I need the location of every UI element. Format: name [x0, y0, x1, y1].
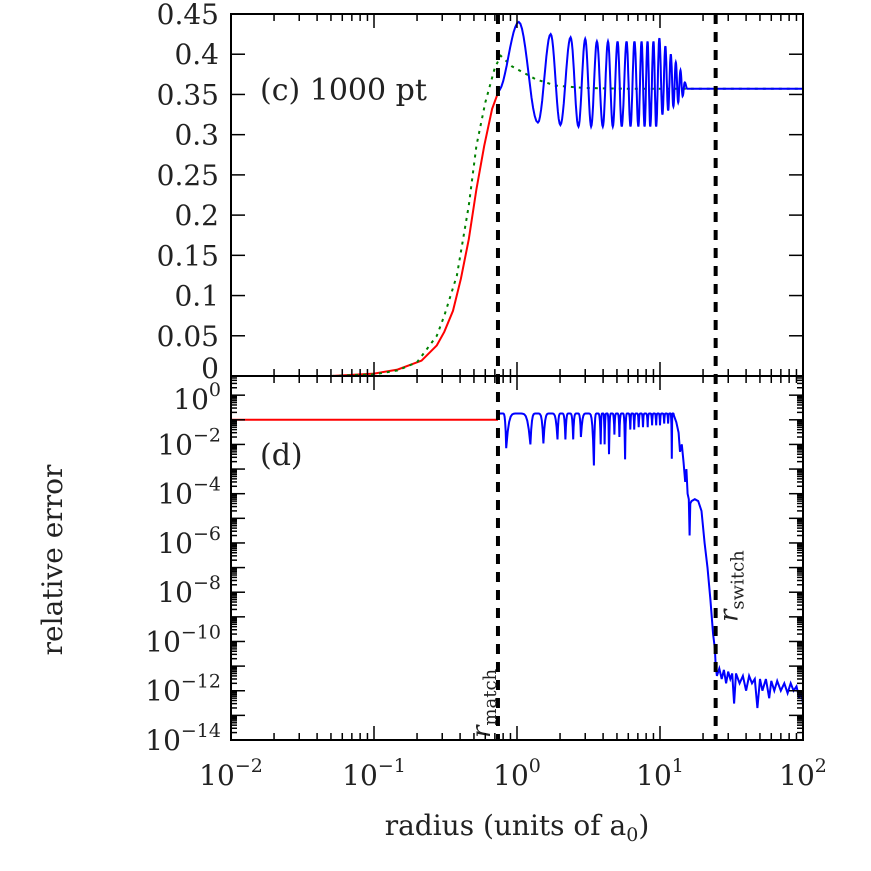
x-axis-label-sub: 0	[626, 824, 638, 846]
x-tick-base: 10	[636, 759, 672, 792]
y-tick-base: 10	[173, 383, 209, 416]
vline-label-match: rmatch	[467, 668, 501, 738]
x-tick-label: 10−2	[199, 755, 263, 792]
x-tick-base: 10	[779, 759, 815, 792]
vline-label-r: r	[715, 608, 745, 622]
y-tick-label-c: 0.35	[157, 78, 219, 111]
x-tick-exp: 1	[672, 755, 684, 777]
y-tick-label-d: 10−6	[157, 523, 221, 560]
x-tick-base: 10	[199, 759, 235, 792]
panel-d	[231, 412, 804, 709]
x-axis-label-text: radius (units of a	[385, 809, 627, 842]
series-line-d-1	[497, 412, 804, 709]
y-tick-base: 10	[157, 527, 193, 560]
x-tick-exp: −1	[378, 755, 406, 777]
y-tick-label-d: 10−12	[145, 671, 221, 708]
series-line-c-2	[497, 20, 803, 131]
y-tick-base: 10	[145, 724, 181, 757]
y-tick-label-c: 0.4	[174, 38, 219, 71]
panel-c	[231, 20, 803, 377]
vline-label-sub: match	[480, 668, 501, 725]
y-tick-label-d: 10−14	[145, 720, 221, 757]
y-tick-label-c: 0.2	[174, 199, 219, 232]
x-tick-base: 10	[342, 759, 378, 792]
y-tick-exp: −8	[193, 572, 221, 594]
y-tick-base: 10	[157, 478, 193, 511]
x-tick-label: 101	[636, 755, 684, 792]
y-tick-base: 10	[157, 428, 193, 461]
y-tick-base: 10	[145, 675, 181, 708]
y-tick-label-d: 10−2	[157, 424, 221, 461]
x-tick-label: 100	[493, 755, 541, 792]
y-tick-base: 10	[157, 576, 193, 609]
x-tick-exp: 2	[815, 755, 827, 777]
y-tick-label-c: 0.1	[174, 280, 219, 313]
y-tick-label-d: 100	[173, 379, 221, 416]
y-tick-exp: −14	[181, 720, 221, 742]
x-axis-label-end: )	[638, 809, 649, 842]
y-tick-exp: −10	[181, 621, 221, 643]
y-tick-exp: −12	[181, 671, 221, 693]
vline-label-sub: switch	[728, 550, 749, 610]
y-tick-label-d: 10−10	[145, 621, 221, 658]
x-axis-label: radius (units of a0)	[385, 809, 650, 846]
y-tick-base: 10	[145, 625, 181, 658]
x-tick-label: 102	[779, 755, 827, 792]
y-axis-label: relative error	[36, 464, 69, 655]
y-tick-label-c: 0.3	[174, 119, 219, 152]
series-line-c-1	[330, 54, 803, 377]
vline-label-switch: rswitch	[715, 550, 749, 622]
y-tick-exp: −4	[193, 474, 221, 496]
y-tick-exp: −2	[193, 424, 221, 446]
y-tick-exp: 0	[209, 379, 221, 401]
panel-d-label: (d)	[260, 438, 303, 473]
y-tick-label-c: 0	[201, 352, 219, 385]
x-tick-exp: −2	[235, 755, 263, 777]
x-tick-exp: 0	[529, 755, 541, 777]
y-tick-label-c: 0.15	[157, 239, 219, 272]
y-tick-label-d: 10−4	[157, 474, 221, 511]
x-tick-base: 10	[493, 759, 529, 792]
y-tick-label-c: 0.05	[157, 320, 219, 353]
x-tick-label: 10−1	[342, 755, 406, 792]
y-tick-label-c: 0.25	[157, 159, 219, 192]
series-line-c-0	[231, 92, 499, 377]
y-tick-label-c: 0.45	[157, 0, 219, 31]
y-tick-exp: −6	[193, 523, 221, 545]
y-tick-label-d: 10−8	[157, 572, 221, 609]
panel-c-label: (c) 1000 pt	[260, 73, 427, 108]
